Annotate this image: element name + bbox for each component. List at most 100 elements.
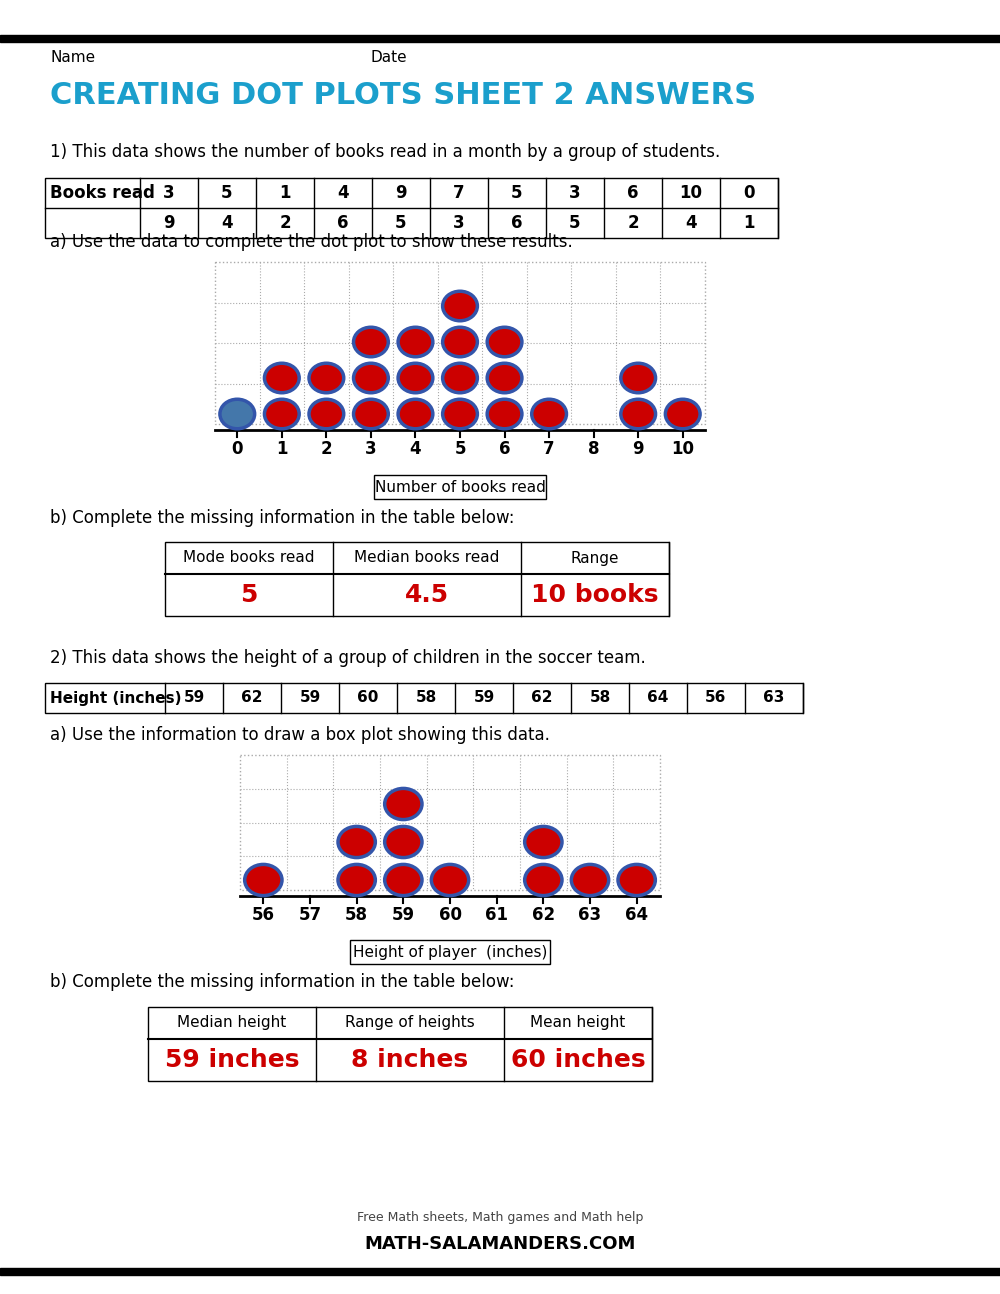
Text: 4: 4 xyxy=(221,214,233,232)
Text: Height (inches): Height (inches) xyxy=(50,691,182,705)
Ellipse shape xyxy=(385,827,422,858)
Bar xyxy=(45,179,778,238)
Text: 5: 5 xyxy=(221,184,233,202)
Text: Date: Date xyxy=(370,50,407,66)
Text: 5: 5 xyxy=(240,584,258,607)
Ellipse shape xyxy=(487,364,522,393)
Ellipse shape xyxy=(571,864,609,895)
Text: 3: 3 xyxy=(569,184,581,202)
Text: 9: 9 xyxy=(163,214,175,232)
Text: 2) This data shows the height of a group of children in the soccer team.: 2) This data shows the height of a group… xyxy=(50,650,646,666)
Ellipse shape xyxy=(220,400,255,428)
Text: a) Use the data to complete the dot plot to show these results.: a) Use the data to complete the dot plot… xyxy=(50,233,573,251)
Ellipse shape xyxy=(338,827,375,858)
Ellipse shape xyxy=(525,864,562,895)
Text: 58: 58 xyxy=(589,691,611,705)
Text: 5: 5 xyxy=(569,214,581,232)
Ellipse shape xyxy=(354,327,388,357)
Text: a) Use the information to draw a box plot showing this data.: a) Use the information to draw a box plo… xyxy=(50,726,550,744)
Ellipse shape xyxy=(385,788,422,819)
Ellipse shape xyxy=(487,327,522,357)
Text: 1: 1 xyxy=(276,440,288,458)
Ellipse shape xyxy=(443,364,477,393)
Ellipse shape xyxy=(354,400,388,428)
Text: 10 books: 10 books xyxy=(531,584,659,607)
Bar xyxy=(374,475,546,499)
Ellipse shape xyxy=(443,400,477,428)
Text: 1: 1 xyxy=(279,184,291,202)
Text: 60: 60 xyxy=(357,691,379,705)
Text: 62: 62 xyxy=(241,691,263,705)
Text: 0: 0 xyxy=(232,440,243,458)
Text: Name: Name xyxy=(50,50,95,66)
Text: 59: 59 xyxy=(183,691,205,705)
Text: 3: 3 xyxy=(163,184,175,202)
Text: 60: 60 xyxy=(438,906,462,924)
Ellipse shape xyxy=(264,364,299,393)
Text: Range: Range xyxy=(571,550,619,565)
Text: Free Math sheets, Math games and Math help: Free Math sheets, Math games and Math he… xyxy=(357,1211,643,1224)
Bar xyxy=(0,1268,1000,1275)
Text: 59 inches: 59 inches xyxy=(165,1048,299,1071)
Text: 58: 58 xyxy=(415,691,437,705)
Text: 56: 56 xyxy=(252,906,275,924)
Ellipse shape xyxy=(443,291,477,321)
Text: 3: 3 xyxy=(453,214,465,232)
Ellipse shape xyxy=(385,864,422,895)
Text: Mode books read: Mode books read xyxy=(183,550,315,565)
Text: 2: 2 xyxy=(321,440,332,458)
Ellipse shape xyxy=(621,400,656,428)
Text: 7: 7 xyxy=(453,184,465,202)
Text: b) Complete the missing information in the table below:: b) Complete the missing information in t… xyxy=(50,973,514,991)
Text: 10: 10 xyxy=(680,184,702,202)
Text: 6: 6 xyxy=(511,214,523,232)
Ellipse shape xyxy=(665,400,700,428)
Ellipse shape xyxy=(621,364,656,393)
Ellipse shape xyxy=(525,827,562,858)
Bar xyxy=(215,261,705,424)
Text: 62: 62 xyxy=(531,691,553,705)
Ellipse shape xyxy=(264,400,299,428)
Text: 3: 3 xyxy=(365,440,377,458)
Ellipse shape xyxy=(618,864,655,895)
Text: 9: 9 xyxy=(395,184,407,202)
Text: 64: 64 xyxy=(647,691,669,705)
Text: Median books read: Median books read xyxy=(354,550,500,565)
Text: 1: 1 xyxy=(743,214,755,232)
Text: 8: 8 xyxy=(588,440,599,458)
Text: CREATING DOT PLOTS SHEET 2 ANSWERS: CREATING DOT PLOTS SHEET 2 ANSWERS xyxy=(50,80,756,110)
Text: 6: 6 xyxy=(337,214,349,232)
Text: 63: 63 xyxy=(578,906,602,924)
Text: 1) This data shows the number of books read in a month by a group of students.: 1) This data shows the number of books r… xyxy=(50,144,720,160)
Text: 9: 9 xyxy=(632,440,644,458)
Text: 64: 64 xyxy=(625,906,648,924)
Text: 2: 2 xyxy=(627,214,639,232)
Text: 7: 7 xyxy=(543,440,555,458)
Text: 4: 4 xyxy=(685,214,697,232)
Ellipse shape xyxy=(245,864,282,895)
Text: 2: 2 xyxy=(279,214,291,232)
Text: 59: 59 xyxy=(392,906,415,924)
Text: 59: 59 xyxy=(473,691,495,705)
Text: Range of heights: Range of heights xyxy=(345,1016,475,1030)
Text: 5: 5 xyxy=(454,440,466,458)
Ellipse shape xyxy=(398,364,433,393)
Bar xyxy=(350,939,550,964)
Text: 4: 4 xyxy=(410,440,421,458)
Text: 10: 10 xyxy=(671,440,694,458)
Ellipse shape xyxy=(309,364,344,393)
Text: 60 inches: 60 inches xyxy=(511,1048,645,1071)
Text: 4: 4 xyxy=(337,184,349,202)
Text: 0: 0 xyxy=(743,184,755,202)
Ellipse shape xyxy=(398,400,433,428)
Text: Height of player  (inches): Height of player (inches) xyxy=(353,945,547,959)
Text: 6: 6 xyxy=(499,440,510,458)
Text: 57: 57 xyxy=(298,906,322,924)
Text: 62: 62 xyxy=(532,906,555,924)
Ellipse shape xyxy=(354,364,388,393)
Text: Median height: Median height xyxy=(177,1016,287,1030)
Text: 63: 63 xyxy=(763,691,785,705)
Text: 58: 58 xyxy=(345,906,368,924)
Ellipse shape xyxy=(443,327,477,357)
Text: MATH-SALAMANDERS.COM: MATH-SALAMANDERS.COM xyxy=(364,1234,636,1253)
